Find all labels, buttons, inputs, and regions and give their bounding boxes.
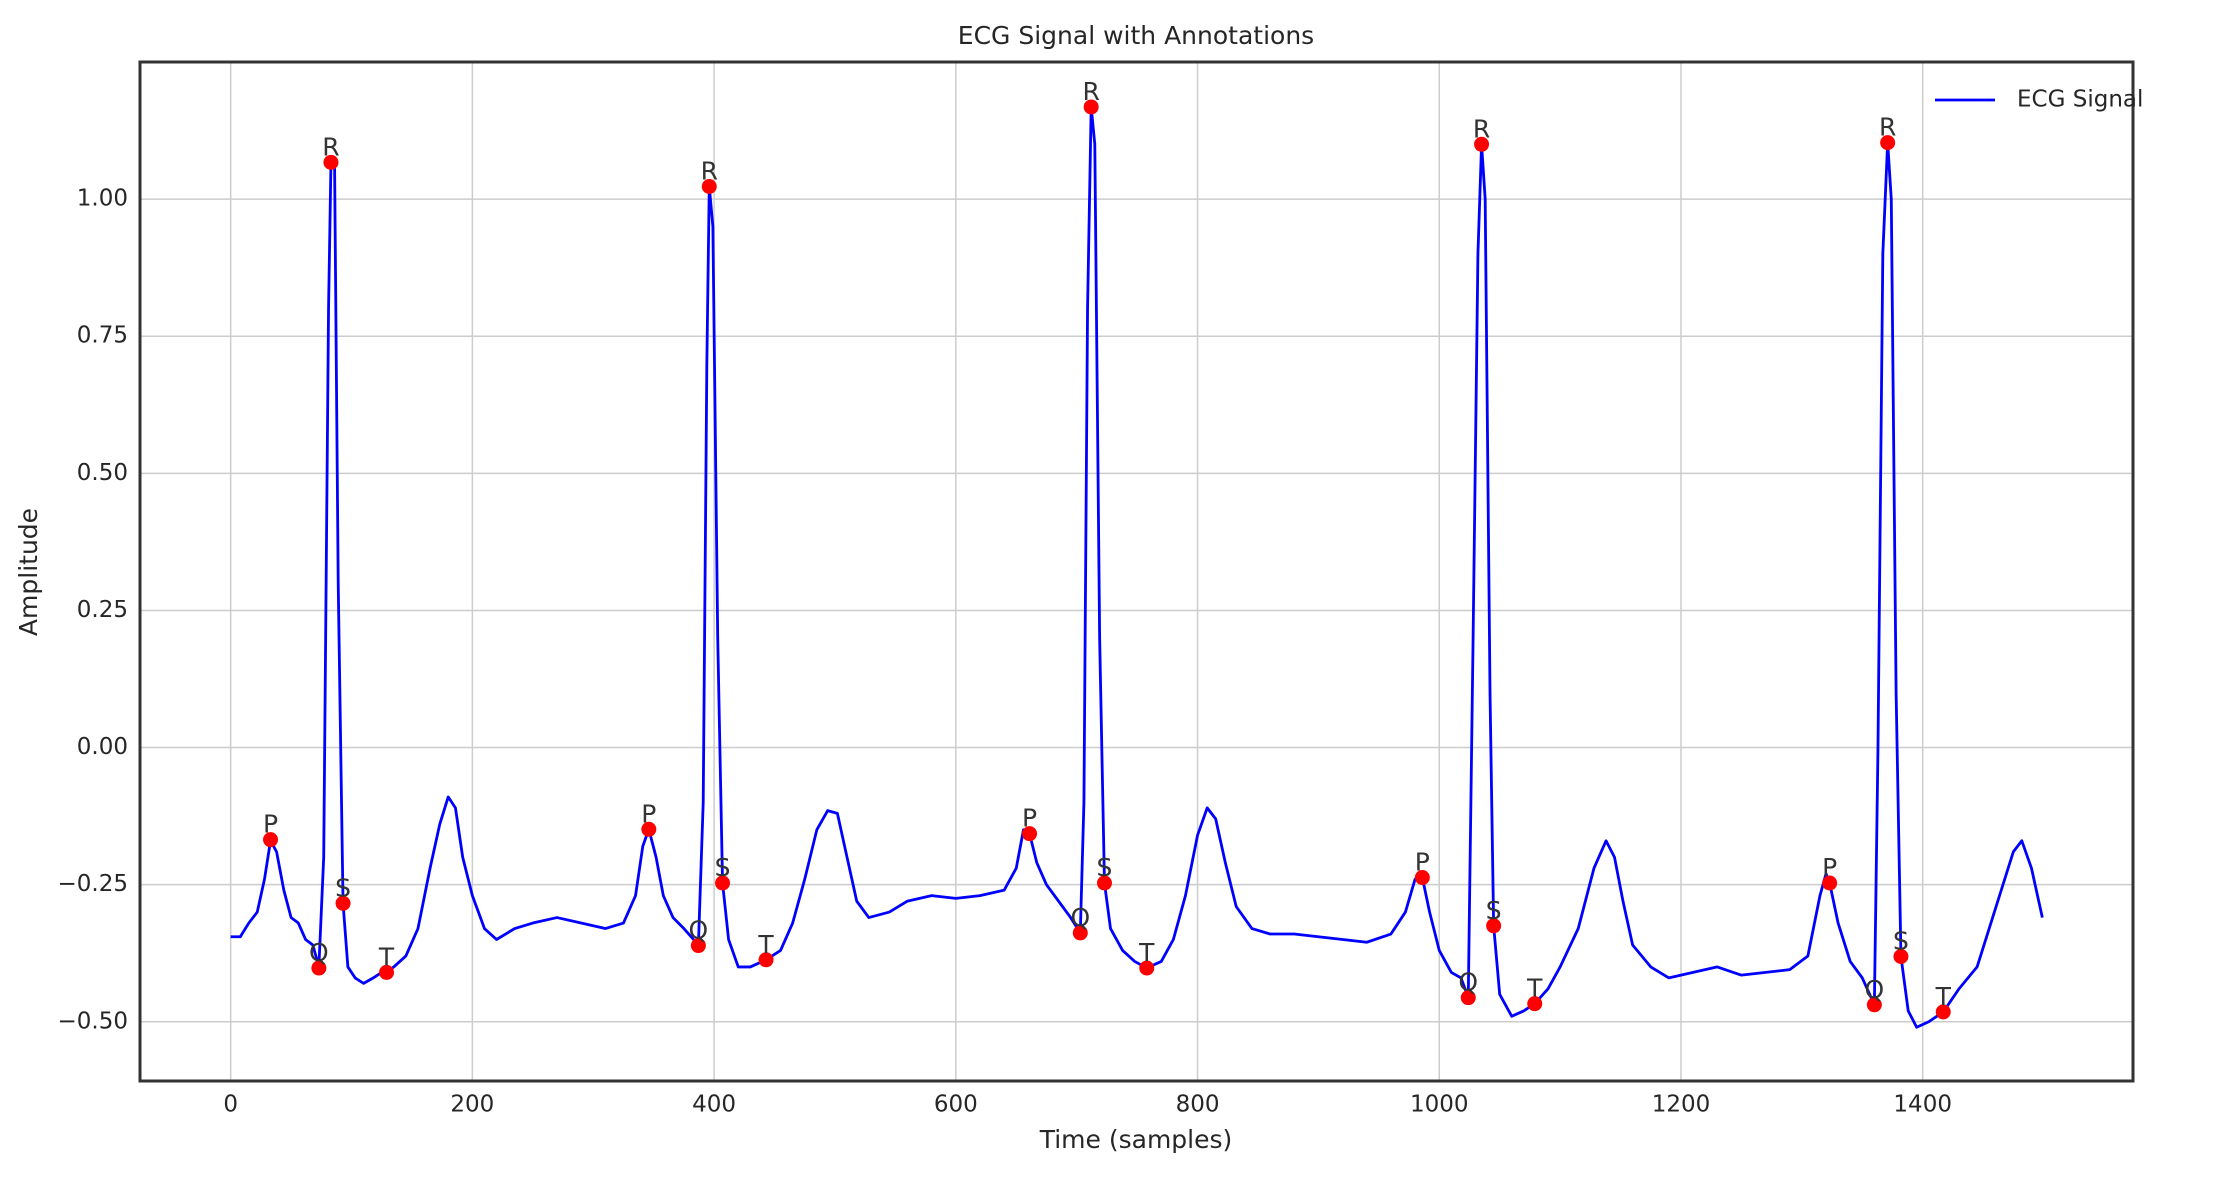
- annotation-label: S: [1486, 896, 1502, 925]
- annotation-point: [323, 154, 339, 170]
- x-tick-label: 0: [223, 1092, 238, 1118]
- annotation-point: [1096, 875, 1112, 891]
- annotation-point: [1022, 826, 1038, 842]
- annotation-label: S: [335, 873, 351, 902]
- annotation-label: R: [1879, 113, 1896, 142]
- annotation-point: [335, 895, 351, 911]
- annotation-label: T: [378, 942, 395, 971]
- annotation-label: P: [641, 799, 656, 828]
- annotation-point: [701, 178, 717, 194]
- annotation-point: [1414, 870, 1430, 886]
- y-tick-label: 0.25: [77, 597, 128, 623]
- y-tick-label: −0.25: [58, 871, 128, 897]
- annotation-point: [641, 821, 657, 837]
- annotation-label: T: [1935, 982, 1952, 1011]
- legend-label: ECG Signal: [2017, 87, 2143, 113]
- y-tick-label: −0.50: [58, 1008, 128, 1034]
- y-tick-label: 0.00: [77, 734, 128, 760]
- y-tick-label: 1.00: [77, 186, 128, 212]
- annotation-label: T: [1526, 974, 1543, 1003]
- annotation-label: Q: [1458, 968, 1478, 997]
- annotation-point: [1139, 960, 1155, 976]
- annotation-label: Q: [1865, 975, 1885, 1004]
- annotation-point: [1822, 875, 1838, 891]
- annotation-label: P: [263, 810, 278, 839]
- annotation-label: S: [1893, 927, 1909, 956]
- x-tick-label: 1400: [1893, 1092, 1952, 1118]
- annotation-point: [1072, 925, 1088, 941]
- annotation-label: S: [715, 853, 731, 882]
- chart-title: ECG Signal with Annotations: [958, 21, 1314, 50]
- annotation-point: [1460, 990, 1476, 1006]
- annotation-label: S: [1097, 853, 1113, 882]
- x-tick-label: 800: [1176, 1092, 1220, 1118]
- annotation-point: [1474, 136, 1490, 152]
- axes-frame: [138, 60, 2135, 1083]
- annotation-point: [1935, 1004, 1951, 1020]
- annotation-point: [1866, 997, 1882, 1013]
- annotation-point: [715, 875, 731, 891]
- annotation-point: [1880, 135, 1896, 151]
- y-axis-label: Amplitude: [14, 508, 43, 636]
- annotation-point: [1527, 996, 1543, 1012]
- x-tick-label: 1200: [1652, 1092, 1711, 1118]
- annotation-point: [311, 960, 327, 976]
- y-tick-label: 0.75: [77, 323, 128, 349]
- annotation-label: T: [757, 930, 774, 959]
- annotation-point: [758, 952, 774, 968]
- annotation-label: P: [1022, 804, 1037, 833]
- x-tick-label: 400: [692, 1092, 736, 1118]
- ecg-line: [230, 105, 2044, 1029]
- annotation-label: P: [1415, 848, 1430, 877]
- x-tick-label: 200: [450, 1092, 494, 1118]
- annotation-point: [690, 938, 706, 954]
- x-tick-label: 1000: [1410, 1092, 1469, 1118]
- annotation-label: Q: [1070, 903, 1090, 932]
- annotation-point: [263, 832, 279, 848]
- annotation-label: Q: [309, 938, 329, 967]
- annotation-label: R: [701, 156, 718, 185]
- annotation-label: P: [1822, 853, 1837, 882]
- y-tick-label: 0.50: [77, 460, 128, 486]
- annotation-label: Q: [689, 916, 709, 945]
- x-tick-label: 600: [934, 1092, 978, 1118]
- annotation-point: [1486, 918, 1502, 934]
- annotation-label: R: [1473, 114, 1490, 143]
- annotation-point: [1893, 949, 1909, 965]
- annotation-label: R: [1082, 77, 1099, 106]
- annotation-label: T: [1138, 938, 1155, 967]
- x-axis-label: Time (samples): [1039, 1125, 1233, 1154]
- annotation-point: [379, 964, 395, 980]
- annotation-point: [1083, 99, 1099, 115]
- annotation-label: R: [322, 132, 339, 161]
